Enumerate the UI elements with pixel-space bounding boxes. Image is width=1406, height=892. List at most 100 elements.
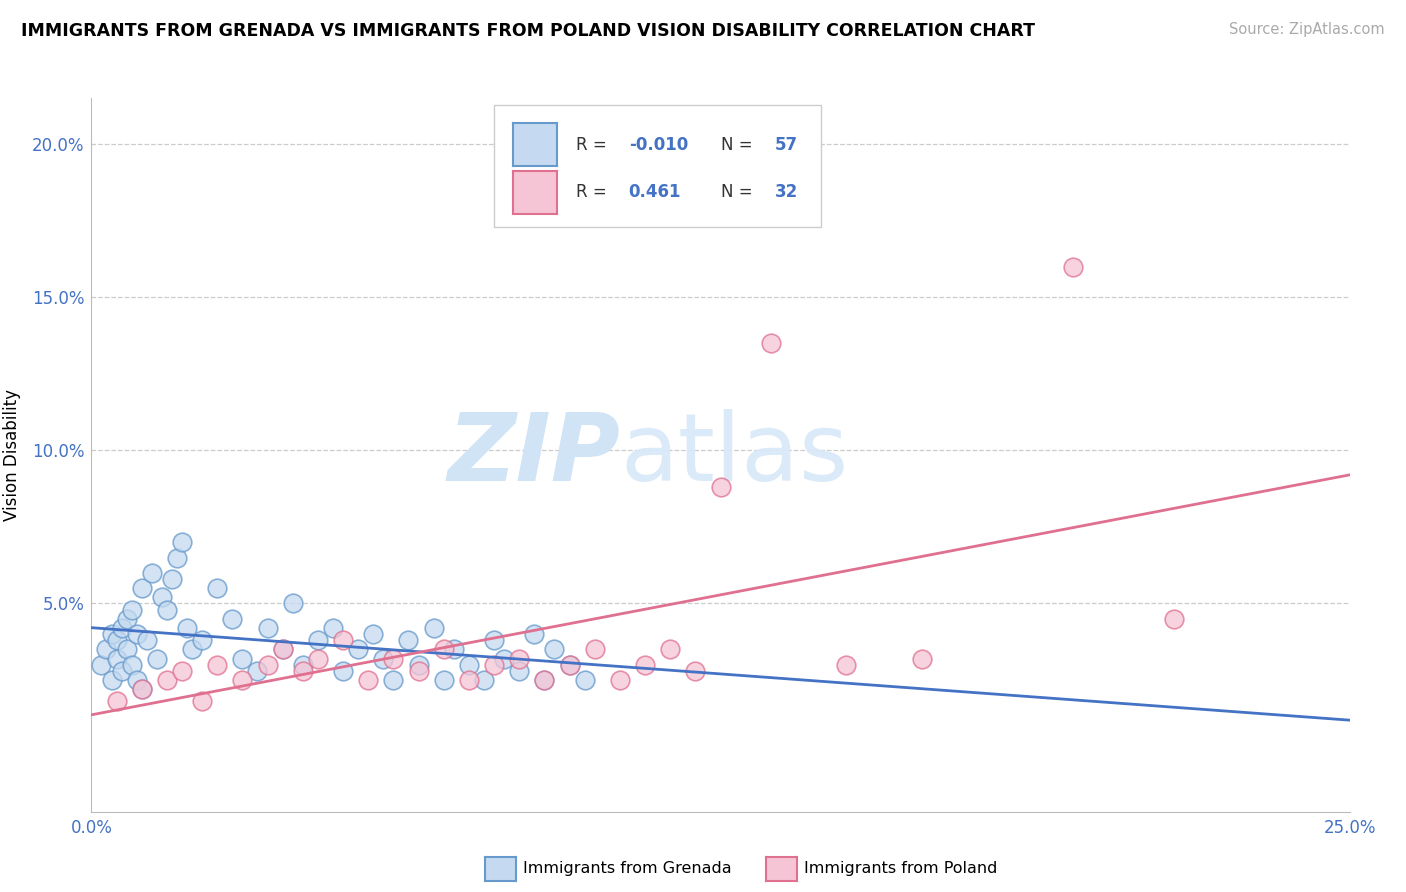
Point	[100, 627, 122, 641]
Point	[523, 627, 546, 641]
Point	[382, 673, 405, 687]
Point	[685, 664, 707, 678]
Point	[583, 642, 606, 657]
Point	[558, 657, 581, 672]
Point	[533, 673, 555, 687]
Point	[398, 633, 420, 648]
Point	[160, 572, 183, 586]
Point	[291, 657, 314, 672]
Point	[408, 664, 430, 678]
Point	[181, 642, 204, 657]
Point	[150, 591, 173, 605]
Point	[256, 657, 278, 672]
Text: N =: N =	[720, 136, 758, 153]
Point	[433, 642, 456, 657]
Text: IMMIGRANTS FROM GRENADA VS IMMIGRANTS FROM POLAND VISION DISABILITY CORRELATION : IMMIGRANTS FROM GRENADA VS IMMIGRANTS FR…	[21, 22, 1035, 40]
Point	[271, 642, 294, 657]
Point	[332, 633, 354, 648]
Point	[408, 657, 430, 672]
Point	[422, 621, 444, 635]
Point	[205, 581, 228, 595]
Point	[281, 597, 304, 611]
Point	[373, 651, 395, 665]
Point	[110, 621, 132, 635]
Y-axis label: Vision Disability: Vision Disability	[3, 389, 21, 521]
Point	[110, 664, 132, 678]
Point	[457, 657, 479, 672]
Point	[125, 627, 148, 641]
Point	[256, 621, 278, 635]
Point	[131, 682, 153, 697]
Point	[911, 651, 934, 665]
Point	[482, 657, 505, 672]
Point	[307, 633, 329, 648]
Text: 32: 32	[775, 184, 799, 202]
Point	[131, 581, 153, 595]
Point	[105, 694, 128, 708]
Text: Immigrants from Grenada: Immigrants from Grenada	[523, 862, 731, 876]
Point	[543, 642, 565, 657]
Point	[1062, 260, 1084, 274]
Point	[759, 336, 782, 351]
Point	[357, 673, 380, 687]
Point	[156, 673, 179, 687]
Point	[166, 550, 188, 565]
Point	[146, 651, 169, 665]
Point	[156, 602, 179, 616]
Text: -0.010: -0.010	[628, 136, 688, 153]
Point	[443, 642, 465, 657]
Point	[457, 673, 479, 687]
Point	[609, 673, 631, 687]
Text: N =: N =	[720, 184, 758, 202]
Text: R =: R =	[576, 184, 612, 202]
Point	[231, 673, 253, 687]
Point	[176, 621, 198, 635]
Point	[105, 633, 128, 648]
Point	[231, 651, 253, 665]
Point	[472, 673, 495, 687]
Point	[141, 566, 163, 580]
Text: R =: R =	[576, 136, 612, 153]
Point	[482, 633, 505, 648]
Point	[121, 657, 143, 672]
Point	[105, 651, 128, 665]
Point	[709, 480, 731, 494]
Point	[96, 642, 118, 657]
Point	[191, 633, 214, 648]
Point	[271, 642, 294, 657]
Point	[558, 657, 581, 672]
Point	[170, 664, 193, 678]
Point	[322, 621, 344, 635]
Point	[332, 664, 354, 678]
Text: 57: 57	[775, 136, 797, 153]
Point	[115, 612, 138, 626]
Point	[508, 664, 530, 678]
Point	[533, 673, 555, 687]
Point	[433, 673, 456, 687]
Text: Immigrants from Poland: Immigrants from Poland	[804, 862, 998, 876]
Point	[135, 633, 157, 648]
Point	[508, 651, 530, 665]
Text: atlas: atlas	[620, 409, 848, 501]
Point	[307, 651, 329, 665]
Text: ZIP: ZIP	[447, 409, 620, 501]
Point	[494, 651, 516, 665]
Bar	[494, 105, 821, 227]
Point	[634, 657, 657, 672]
Point	[361, 627, 384, 641]
Point	[125, 673, 148, 687]
Point	[574, 673, 596, 687]
Point	[100, 673, 122, 687]
Point	[191, 694, 214, 708]
Point	[835, 657, 858, 672]
Point	[382, 651, 405, 665]
Point	[121, 602, 143, 616]
Point	[246, 664, 269, 678]
Point	[659, 642, 682, 657]
Point	[170, 535, 193, 549]
Point	[221, 612, 243, 626]
Point	[1163, 612, 1185, 626]
Text: Source: ZipAtlas.com: Source: ZipAtlas.com	[1229, 22, 1385, 37]
Point	[291, 664, 314, 678]
Point	[347, 642, 370, 657]
